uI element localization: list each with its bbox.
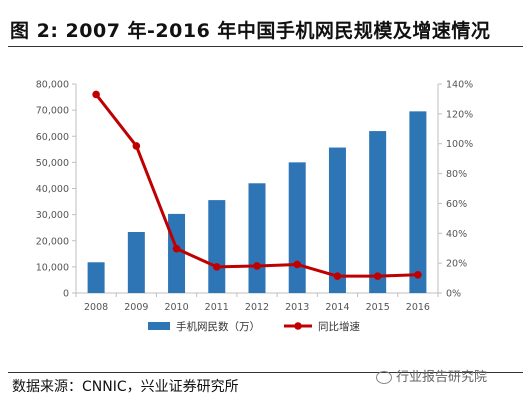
x-tick-label: 2009 — [124, 302, 148, 313]
bar — [248, 183, 266, 293]
legend-label-bar: 手机网民数（万） — [176, 320, 260, 333]
wechat-icon — [376, 371, 392, 384]
y-tick-label-left: 40,000 — [36, 184, 69, 195]
legend-label-line: 同比增速 — [318, 320, 360, 333]
x-tick-label: 2014 — [325, 302, 349, 313]
y-tick-label-right: 20% — [446, 259, 467, 270]
bar — [288, 162, 306, 293]
line-point — [373, 272, 382, 280]
y-tick-label-left: 80,000 — [36, 80, 69, 91]
footer-divider — [8, 372, 523, 373]
line-point — [293, 260, 302, 269]
line-point — [212, 263, 221, 271]
watermark-text: 行业报告研究院 — [396, 370, 488, 385]
chart: 0 10,000 20,000 30,000 40,000 50,000 60,000 70,… — [36, 80, 473, 334]
line-point — [414, 270, 422, 279]
x-tick-label: 2015 — [366, 302, 390, 313]
y-tick-label-right: 120% — [446, 109, 473, 120]
bar — [409, 111, 427, 293]
y-tick-label-right: 140% — [446, 80, 473, 91]
chart-title: 图 2: 2007 年-2016 年中国手机网民规模及增速情况 — [10, 20, 491, 42]
bar — [369, 131, 387, 293]
bar — [127, 232, 145, 293]
line-point — [172, 244, 181, 253]
bar — [208, 200, 226, 293]
source-note: 数据来源：CNNIC，兴业证券研究所 — [12, 379, 239, 395]
bar — [87, 262, 105, 293]
line-point — [253, 262, 261, 270]
legend-marker-line — [294, 322, 302, 330]
y-tick-label-right: 60% — [446, 199, 467, 210]
bar-series — [87, 111, 427, 293]
bar — [168, 213, 186, 293]
title-divider — [8, 46, 523, 47]
y-tick-label-left: 30,000 — [36, 210, 69, 221]
legend: 手机网民数（万） 同比增速 — [148, 320, 360, 333]
line-point — [132, 142, 141, 150]
legend-swatch-bar — [148, 322, 170, 330]
bar — [328, 147, 346, 293]
y-tick-label-left: 50,000 — [36, 158, 69, 169]
y-tick-label-left: 0 — [63, 289, 69, 300]
y-tick-label-left: 10,000 — [36, 262, 69, 273]
y-tick-label-left: 70,000 — [36, 106, 69, 117]
line-point — [333, 272, 342, 280]
line-point — [92, 90, 100, 99]
y-tick-label-left: 20,000 — [36, 236, 69, 247]
x-tick-label: 2008 — [84, 302, 108, 313]
x-tick-label: 2011 — [205, 302, 229, 313]
y-tick-label-left: 60,000 — [36, 132, 69, 143]
line-series — [92, 90, 422, 280]
y-tick-label-right: 100% — [446, 139, 473, 150]
y-tick-label-right: 0% — [446, 289, 461, 300]
x-tick-label: 2012 — [245, 302, 269, 313]
y-tick-label-right: 80% — [446, 169, 467, 180]
y-tick-label-right: 40% — [446, 229, 467, 240]
watermark: 行业报告研究院 — [376, 366, 487, 385]
x-tick-label: 2016 — [406, 302, 430, 313]
x-tick-label: 2013 — [285, 302, 309, 313]
x-tick-label: 2010 — [164, 302, 188, 313]
